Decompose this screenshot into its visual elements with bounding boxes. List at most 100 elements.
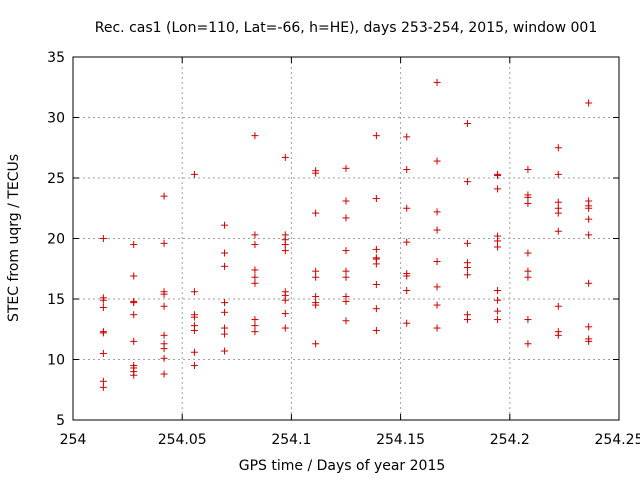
data-point (463, 316, 471, 324)
data-point (403, 166, 411, 174)
data-point (585, 323, 593, 331)
x-tick-label: 254.15 (376, 432, 425, 448)
data-point (372, 280, 380, 288)
data-point (99, 303, 107, 311)
y-tick-label: 30 (47, 111, 65, 127)
data-point (554, 198, 562, 206)
data-point (312, 209, 320, 217)
x-tick-label: 254.1 (271, 432, 311, 448)
data-point (463, 178, 471, 186)
data-point (251, 273, 259, 281)
data-point (342, 214, 350, 222)
data-point (99, 329, 107, 337)
data-point (251, 279, 259, 287)
data-point (403, 287, 411, 295)
data-point (160, 345, 168, 353)
data-point (403, 204, 411, 212)
data-point (403, 272, 411, 280)
data-point (251, 266, 259, 274)
axis-ticks: 254 254.05 254.1 254.15 254.2 254.25 5 10 15 20 25… (47, 50, 640, 448)
data-point (190, 313, 198, 321)
data-point (190, 170, 198, 178)
data-point (130, 337, 138, 345)
data-point (463, 120, 471, 128)
data-point (433, 208, 441, 216)
data-points (99, 78, 593, 391)
data-point (251, 241, 259, 249)
data-point (372, 305, 380, 313)
data-point (585, 99, 593, 107)
data-point (585, 279, 593, 287)
data-point (221, 249, 229, 257)
data-point (160, 354, 168, 362)
data-point (494, 172, 502, 180)
data-point (251, 328, 259, 336)
data-point (585, 337, 593, 345)
data-point (312, 301, 320, 309)
x-tick-label: 254.05 (158, 432, 207, 448)
data-point (160, 370, 168, 378)
data-point (524, 249, 532, 257)
data-point (372, 260, 380, 268)
data-point (554, 170, 562, 178)
data-point (342, 197, 350, 205)
data-point (251, 132, 259, 140)
data-point (494, 296, 502, 304)
data-point (221, 308, 229, 316)
data-point (524, 166, 532, 174)
data-point (524, 340, 532, 348)
data-point (433, 283, 441, 291)
data-point (160, 302, 168, 310)
data-point (554, 144, 562, 152)
data-point (130, 241, 138, 249)
data-point (221, 221, 229, 229)
data-point (281, 296, 289, 304)
data-point (433, 78, 441, 86)
data-point (281, 310, 289, 318)
data-point (99, 383, 107, 391)
data-point (433, 324, 441, 332)
y-tick-label: 20 (47, 232, 65, 248)
data-point (251, 322, 259, 330)
data-point (463, 239, 471, 247)
data-point (433, 257, 441, 265)
data-point (312, 293, 320, 301)
data-point (494, 307, 502, 315)
data-point (221, 347, 229, 355)
data-point (403, 319, 411, 327)
data-point (312, 169, 320, 177)
y-tick-label: 5 (56, 413, 65, 429)
data-point (342, 317, 350, 325)
data-point (554, 302, 562, 310)
y-tick-label: 15 (47, 292, 65, 308)
data-point (342, 247, 350, 255)
data-point (281, 153, 289, 161)
data-point (312, 267, 320, 275)
data-point (130, 272, 138, 280)
data-point (554, 209, 562, 217)
data-point (130, 371, 138, 379)
data-point (160, 290, 168, 298)
y-tick-label: 10 (47, 353, 65, 369)
data-point (463, 264, 471, 272)
data-point (494, 185, 502, 193)
data-point (433, 226, 441, 234)
data-point (554, 331, 562, 339)
y-axis-label: STEC from uqrg / TECUs (6, 154, 22, 322)
grid-lines (73, 57, 619, 420)
data-point (403, 238, 411, 246)
data-point (99, 235, 107, 242)
data-point (312, 273, 320, 281)
data-point (99, 349, 107, 357)
data-point (342, 297, 350, 305)
x-axis-label: GPS time / Days of year 2015 (239, 458, 446, 474)
data-point (342, 273, 350, 281)
data-point (585, 231, 593, 239)
data-point (281, 247, 289, 255)
data-point (160, 239, 168, 247)
data-point (524, 193, 532, 201)
y-tick-label: 35 (47, 50, 65, 66)
data-point (585, 215, 593, 223)
